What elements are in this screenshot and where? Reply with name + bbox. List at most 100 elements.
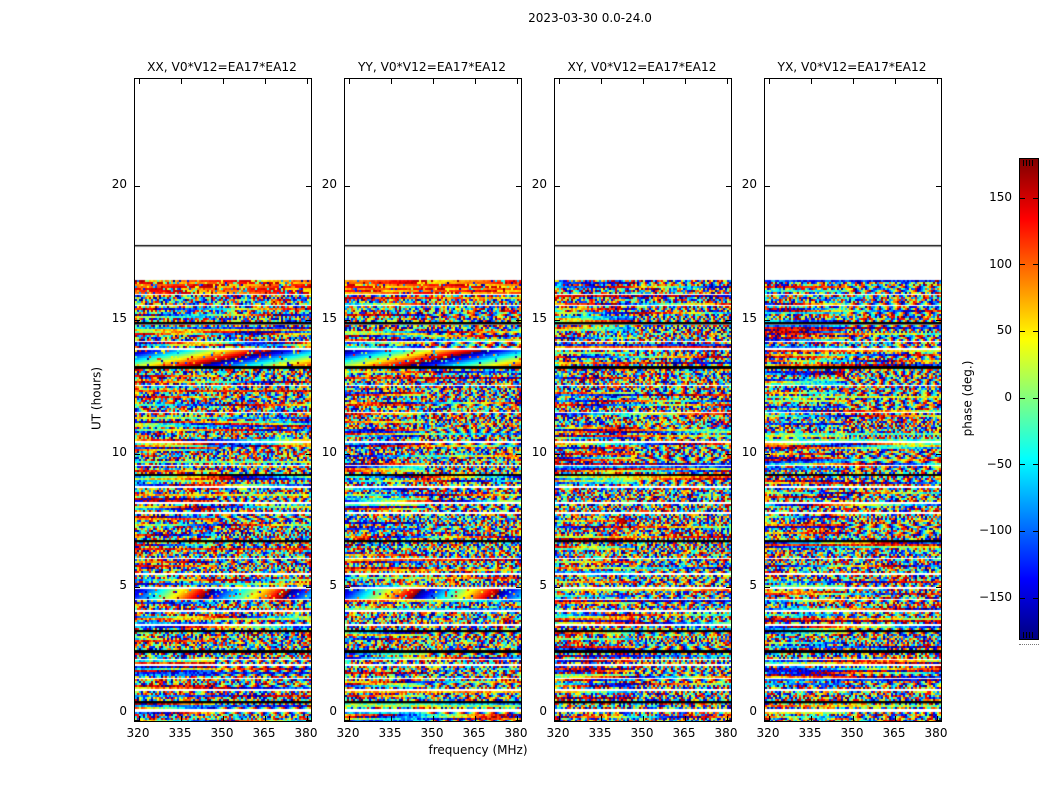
colorbar-end-dots xyxy=(1019,644,1039,646)
x-tick-label: 365 xyxy=(462,726,486,740)
x-tick-mark xyxy=(432,79,434,84)
y-tick-mark xyxy=(135,586,140,588)
y-tick-mark xyxy=(765,719,770,721)
y-tick-mark xyxy=(555,185,560,187)
x-tick-mark xyxy=(222,79,224,84)
y-tick-mark xyxy=(516,586,521,588)
x-tick-mark xyxy=(852,79,854,84)
y-tick-label: 0 xyxy=(749,704,757,718)
x-tick-mark xyxy=(516,79,518,84)
y-tick-label: 10 xyxy=(531,445,547,459)
phase-heatmap-yy xyxy=(345,79,521,721)
x-tick-mark xyxy=(726,716,728,721)
x-axis-label: frequency (MHz) xyxy=(428,743,528,757)
x-tick-mark xyxy=(474,79,476,84)
x-tick-label: 365 xyxy=(672,726,696,740)
y-tick-label: 10 xyxy=(321,445,337,459)
y-tick-mark xyxy=(936,586,941,588)
y-tick-mark xyxy=(765,319,770,321)
x-tick-mark xyxy=(936,716,938,721)
x-tick-mark xyxy=(684,79,686,84)
y-tick-label: 20 xyxy=(321,177,337,191)
x-tick-label: 335 xyxy=(798,726,822,740)
y-tick-mark xyxy=(345,185,350,187)
x-tick-label: 380 xyxy=(504,726,528,740)
x-tick-label: 350 xyxy=(210,726,234,740)
y-tick-label: 15 xyxy=(741,311,757,325)
y-tick-mark xyxy=(765,453,770,455)
y-tick-mark xyxy=(516,185,521,187)
y-tick-mark xyxy=(936,453,941,455)
y-tick-label: 15 xyxy=(531,311,547,325)
colorbar-tick-label: −100 xyxy=(979,523,1012,538)
panel-xx xyxy=(134,78,312,722)
x-tick-label: 335 xyxy=(168,726,192,740)
x-tick-mark xyxy=(180,79,182,84)
y-tick-label: 15 xyxy=(111,311,127,325)
x-tick-mark xyxy=(684,716,686,721)
colorbar-tick-label: −150 xyxy=(979,590,1012,604)
x-tick-mark xyxy=(768,716,770,721)
x-tick-label: 320 xyxy=(756,726,780,740)
colorbar-tick-mark xyxy=(1020,530,1025,532)
colorbar-tick-label: 100 xyxy=(989,256,1012,271)
x-tick-mark xyxy=(222,716,224,721)
y-tick-mark xyxy=(306,453,311,455)
x-tick-mark xyxy=(348,79,350,84)
x-tick-label: 365 xyxy=(252,726,276,740)
x-tick-mark xyxy=(768,79,770,84)
y-axis-label: UT (hours) xyxy=(89,366,104,431)
y-tick-mark xyxy=(306,719,311,721)
colorbar-tick-mark xyxy=(1033,197,1038,199)
y-tick-mark xyxy=(726,453,731,455)
y-tick-mark xyxy=(345,586,350,588)
x-tick-label: 380 xyxy=(924,726,948,740)
y-tick-mark xyxy=(726,719,731,721)
x-tick-mark xyxy=(138,79,140,84)
y-tick-label: 5 xyxy=(329,578,337,592)
x-tick-label: 320 xyxy=(336,726,360,740)
y-tick-label: 0 xyxy=(329,704,337,718)
panel-title-xy: XY, V0*V12=EA17*EA12 xyxy=(567,60,717,74)
x-tick-label: 350 xyxy=(840,726,864,740)
y-tick-label: 5 xyxy=(119,578,127,592)
panel-title-yx: YX, V0*V12=EA17*EA12 xyxy=(777,60,927,74)
y-tick-mark xyxy=(555,319,560,321)
x-tick-mark xyxy=(894,716,896,721)
colorbar-tick-mark xyxy=(1033,264,1038,266)
x-tick-label: 320 xyxy=(126,726,150,740)
x-tick-mark xyxy=(936,79,938,84)
colorbar-tick-mark xyxy=(1020,197,1025,199)
x-tick-mark xyxy=(600,79,602,84)
x-tick-label: 350 xyxy=(630,726,654,740)
x-tick-mark xyxy=(306,79,308,84)
figure-title: 2023-03-30 0.0-24.0 xyxy=(528,11,652,25)
x-tick-mark xyxy=(516,716,518,721)
x-tick-mark xyxy=(558,716,560,721)
y-tick-mark xyxy=(306,319,311,321)
x-tick-label: 380 xyxy=(294,726,318,740)
colorbar xyxy=(1019,158,1039,640)
y-tick-mark xyxy=(345,719,350,721)
x-tick-mark xyxy=(642,716,644,721)
y-tick-label: 0 xyxy=(539,704,547,718)
colorbar-top-hatch xyxy=(1023,160,1035,166)
y-tick-mark xyxy=(555,719,560,721)
colorbar-tick-mark xyxy=(1033,330,1038,332)
y-tick-label: 5 xyxy=(749,578,757,592)
x-tick-mark xyxy=(264,716,266,721)
y-tick-mark xyxy=(135,185,140,187)
y-tick-mark xyxy=(765,185,770,187)
y-tick-label: 20 xyxy=(111,177,127,191)
x-tick-mark xyxy=(894,79,896,84)
colorbar-tick-mark xyxy=(1020,397,1025,399)
y-tick-mark xyxy=(555,453,560,455)
x-tick-label: 380 xyxy=(714,726,738,740)
x-tick-mark xyxy=(600,716,602,721)
y-tick-mark xyxy=(135,719,140,721)
y-tick-mark xyxy=(936,319,941,321)
y-tick-label: 0 xyxy=(119,704,127,718)
panel-yx xyxy=(764,78,942,722)
panel-yy xyxy=(344,78,522,722)
